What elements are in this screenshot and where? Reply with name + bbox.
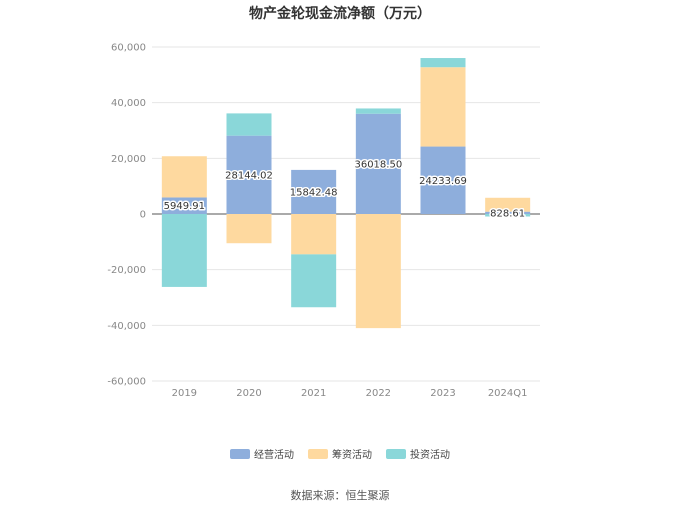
bar-segment: [355, 108, 401, 114]
bar-segment: [355, 214, 401, 329]
data-label: 828.61: [490, 208, 525, 219]
legend-swatch: [386, 448, 406, 459]
bar-segment: [226, 214, 272, 244]
bar-segment: [420, 58, 466, 68]
bar-segment: [485, 214, 531, 217]
data-label-outline: 24233.69: [419, 176, 467, 187]
y-tick-label: 60,000: [111, 43, 146, 54]
bar-segment: [226, 135, 272, 214]
data-label: 24233.69: [419, 176, 467, 187]
y-tick-label: -40,000: [107, 321, 146, 332]
data-label-outline: 828.61: [490, 208, 525, 219]
y-tick-label: 20,000: [111, 154, 146, 165]
chart-legend: 经营活动 筹资活动 投资活动: [0, 446, 680, 461]
bar-segment: [420, 146, 466, 214]
bar-segment: [291, 214, 337, 255]
x-tick-label: 2021: [301, 388, 326, 399]
data-label-outline: 15842.48: [290, 187, 338, 198]
legend-item[interactable]: 筹资活动: [308, 446, 372, 461]
data-label: 28144.02: [225, 170, 273, 181]
y-tick-label: -20,000: [107, 265, 146, 276]
x-tick-label: 2022: [366, 388, 391, 399]
bar-segment: [161, 214, 207, 287]
bar-segment: [355, 113, 401, 214]
bar-segment: [485, 211, 531, 214]
chart-title: 物产金轮现金流净额（万元）: [249, 6, 431, 22]
bar-segment: [161, 197, 207, 214]
data-label-outline: 5949.91: [164, 201, 205, 212]
legend-item[interactable]: 经营活动: [230, 446, 294, 461]
x-tick-label: 2019: [172, 388, 197, 399]
bar-segment: [161, 156, 207, 198]
bar-segment: [226, 113, 272, 136]
legend-label: 筹资活动: [332, 450, 372, 461]
data-label-outline: 36018.50: [354, 159, 402, 170]
y-tick-label: 0: [140, 210, 146, 221]
source-note: 数据来源：恒生聚源: [290, 489, 390, 502]
legend-swatch: [230, 448, 250, 459]
bar-segment: [291, 169, 337, 214]
bar-segment: [420, 67, 466, 147]
data-label: 36018.50: [354, 159, 402, 170]
legend-item[interactable]: 投资活动: [386, 446, 450, 461]
x-tick-label: 2023: [430, 388, 455, 399]
legend-label: 经营活动: [254, 450, 294, 461]
y-tick-label: -60,000: [107, 377, 146, 388]
data-label-outline: 28144.02: [225, 170, 273, 181]
x-tick-label: 2024Q1: [488, 388, 528, 399]
y-tick-label: 40,000: [111, 98, 146, 109]
bar-segment: [291, 254, 337, 308]
data-label: 5949.91: [164, 201, 205, 212]
legend-label: 投资活动: [410, 450, 450, 461]
bar-segment: [485, 197, 531, 212]
chart-plot: 60,000 40,000 20,000 0 -20,000 -40,000 -60,000…: [107, 43, 540, 399]
x-tick-label: 2020: [236, 388, 261, 399]
legend-swatch: [308, 448, 328, 459]
data-label: 15842.48: [290, 187, 338, 198]
